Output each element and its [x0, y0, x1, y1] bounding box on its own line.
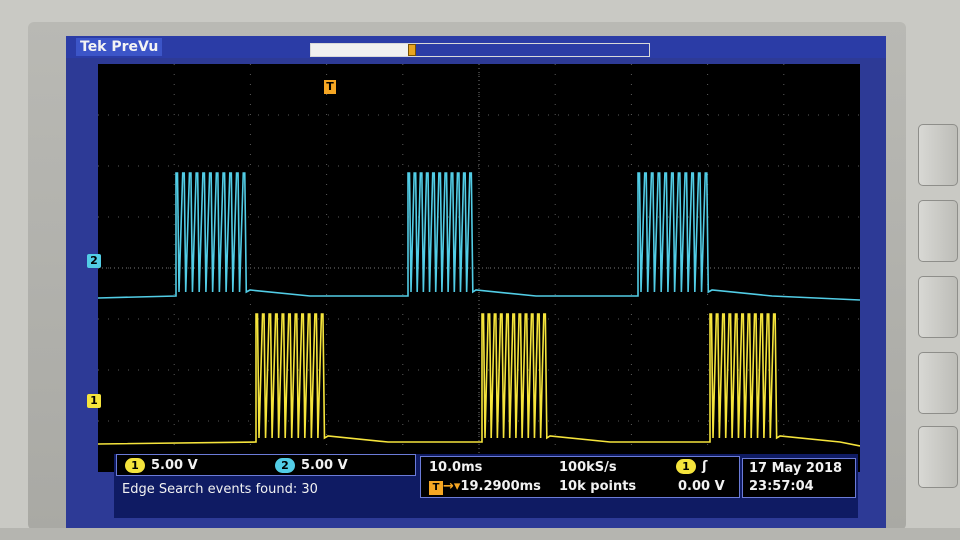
sample-rate: 100kS/s — [559, 460, 617, 475]
trigger-position: T →▾19.2900ms — [429, 479, 541, 495]
scope-screen: Tek PreVu T 2 1 1 5.00 V 2 5.00 V 10.0ms 1… — [66, 36, 886, 528]
edge-search-status: Edge Search events found: 30 — [122, 482, 318, 497]
time: 23:57:04 — [749, 479, 814, 494]
ch1-ground-marker: 1 — [87, 394, 101, 408]
status-bar: Tek PreVu — [66, 36, 886, 58]
brand-label: Tek PreVu — [76, 38, 163, 56]
ch1-scale: 1 5.00 V — [125, 458, 198, 473]
trigger-source-badge: 1 — [676, 459, 696, 474]
ch2-waveform — [98, 172, 860, 301]
side-button-3[interactable] — [918, 276, 958, 338]
date: 17 May 2018 — [749, 461, 843, 476]
ch1-badge: 1 — [125, 458, 145, 473]
ch2-scale-value: 5.00 V — [301, 458, 348, 473]
trigger-time-marker: T — [324, 80, 336, 94]
status-message: Edge Search events found: 30 — [116, 478, 416, 500]
waveform-area — [98, 64, 860, 472]
side-menu-buttons — [912, 120, 960, 530]
waveform-graticule — [98, 64, 860, 472]
channel-scale-box[interactable]: 1 5.00 V 2 5.00 V — [116, 454, 416, 476]
side-button-5[interactable] — [918, 426, 958, 488]
ch2-ground-marker: 2 — [87, 254, 101, 268]
readout-panel: 1 5.00 V 2 5.00 V 10.0ms 100kS/s T →▾19.290… — [114, 454, 858, 518]
ch2-badge: 2 — [275, 458, 295, 473]
trigger-position-marker — [408, 44, 416, 56]
side-button-1[interactable] — [918, 124, 958, 186]
datetime-box: 17 May 2018 23:57:04 — [742, 458, 856, 498]
record-view-window — [311, 44, 411, 56]
ch2-scale: 2 5.00 V — [275, 458, 348, 473]
side-button-2[interactable] — [918, 200, 958, 262]
record-length: 10k points — [559, 479, 637, 494]
ch1-waveform — [98, 313, 860, 447]
timebase-scale: 10.0ms — [429, 460, 483, 475]
trigger-level: 0.00 V — [678, 479, 725, 494]
trigger-t-icon: T — [429, 481, 443, 495]
oscilloscope-front-panel — [0, 528, 960, 540]
arrow-right-icon: →▾ — [443, 479, 461, 494]
trigger-position-value: 19.2900ms — [460, 479, 541, 494]
side-button-4[interactable] — [918, 352, 958, 414]
ch1-scale-value: 5.00 V — [151, 458, 198, 473]
rising-edge-icon: ʃ — [702, 459, 708, 474]
record-view-bar — [310, 43, 650, 57]
